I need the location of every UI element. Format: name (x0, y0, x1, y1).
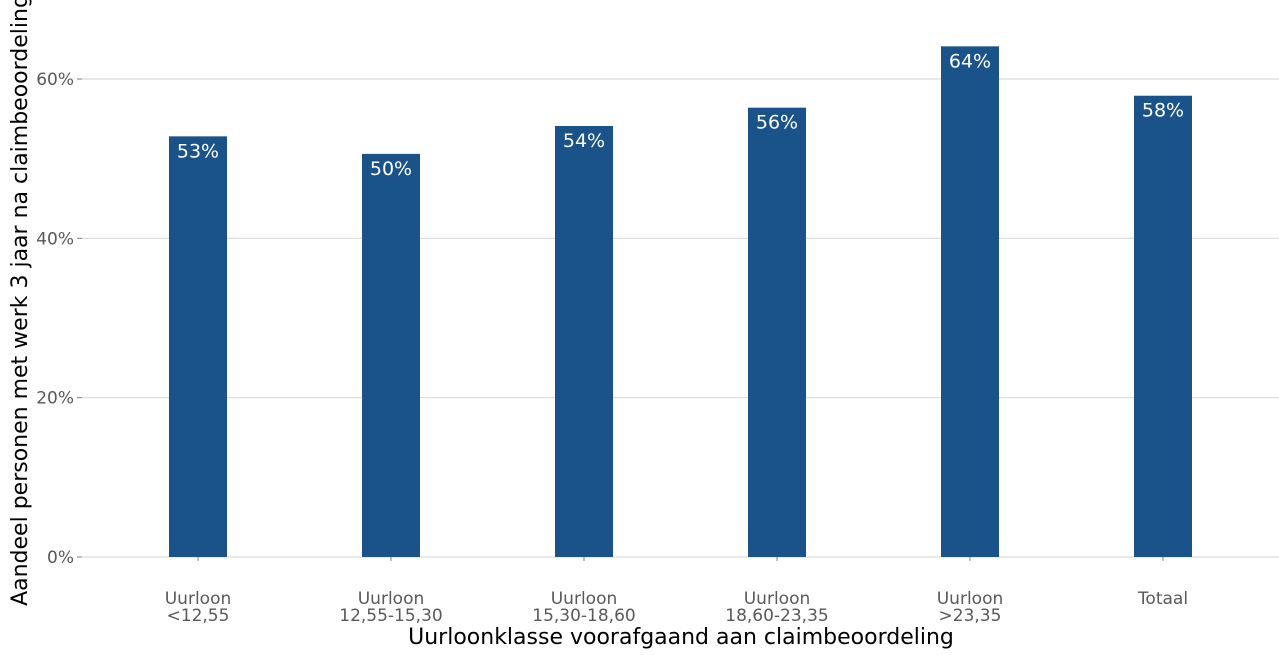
y-tick-label: 60% (36, 70, 74, 90)
bar (748, 107, 806, 558)
bar (1134, 95, 1192, 557)
bar (362, 153, 420, 558)
x-tick-label: Uurloon >23,35 (937, 589, 1004, 626)
x-axis: Uurloon <12,55 Uurloon 12,55-15,30 Uurloon 15… (165, 557, 1188, 626)
y-axis-title: Aandeel personen met werk 3 jaar na clai… (8, 0, 33, 606)
bar (941, 46, 999, 557)
x-tick-label: Totaal (1137, 589, 1188, 609)
y-tick-label: 0% (47, 548, 74, 568)
bar-value-label: 50% (370, 158, 412, 180)
gridlines (82, 78, 1279, 558)
bar-value-label: 58% (1142, 100, 1184, 122)
bar (555, 126, 613, 558)
x-tick-label: Uurloon <12,55 (165, 589, 232, 626)
bar (169, 136, 227, 558)
bar-value-label: 64% (949, 50, 991, 72)
bar-value-label: 53% (177, 140, 219, 162)
x-axis-title: Uurloonklasse voorafgaand aan claimbeoor… (408, 625, 954, 650)
x-tick-label: Uurloon 12,55-15,30 (339, 589, 442, 626)
bar-value-label: 56% (756, 112, 798, 134)
y-tick-label: 20% (36, 389, 74, 409)
bar-value-label: 54% (563, 130, 605, 152)
y-axis: 0% 20% 40% 60% (36, 70, 82, 568)
x-tick-label: Uurloon 18,60-23,35 (725, 589, 828, 626)
y-tick-label: 40% (36, 229, 74, 249)
bar-value-labels: 53% 50% 54% 56% 64% 58% (177, 50, 1184, 180)
bars (169, 46, 1192, 558)
x-tick-label: Uurloon 15,30-18,60 (532, 589, 635, 626)
